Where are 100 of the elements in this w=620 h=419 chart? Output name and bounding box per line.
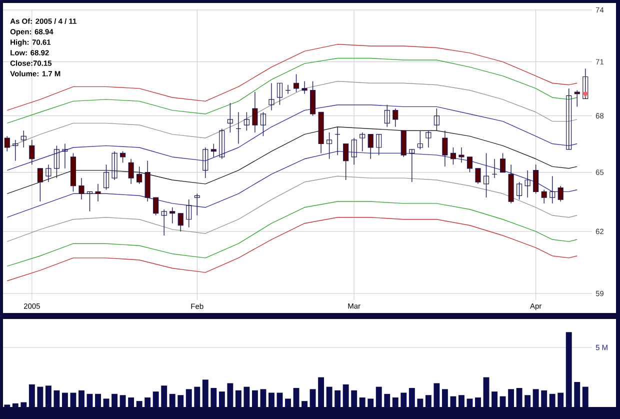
bar: [434, 383, 440, 407]
candlestick: [466, 156, 473, 173]
candlestick: [103, 164, 110, 190]
bar: [178, 395, 184, 407]
bar: [384, 394, 390, 407]
bar: [235, 390, 242, 407]
candlestick: [219, 128, 225, 160]
candlestick: [326, 132, 332, 160]
candlestick: [210, 143, 216, 158]
bar: [318, 377, 324, 407]
candlestick: [458, 147, 464, 164]
candlestick: [268, 82, 274, 111]
bar: [186, 389, 192, 407]
bar: [582, 386, 588, 407]
candlestick: [566, 88, 572, 150]
candlestick: [128, 158, 134, 184]
bar: [475, 397, 481, 407]
candlestick: [558, 186, 564, 202]
bar: [302, 401, 308, 407]
bar: [54, 390, 60, 407]
bar: [574, 382, 580, 407]
candlestick: [86, 191, 93, 212]
bar: [285, 398, 291, 407]
bar: [218, 392, 225, 407]
bar: [425, 395, 432, 407]
line-series: [6, 58, 578, 124]
candlestick: [285, 84, 291, 94]
bar: [62, 392, 68, 407]
bar: [566, 332, 572, 407]
bar: [310, 389, 316, 407]
candlestick: [4, 136, 10, 152]
line-series: [6, 126, 578, 194]
bar: [112, 394, 118, 407]
candlestick: [12, 140, 18, 162]
bar: [368, 398, 374, 407]
bar: [508, 389, 514, 407]
bar: [359, 397, 366, 407]
candlestick: [368, 134, 374, 160]
candlestick: [153, 197, 159, 216]
bar: [532, 389, 539, 407]
bar: [45, 386, 52, 407]
bar: [37, 386, 44, 407]
bar: [293, 388, 300, 407]
bar: [144, 397, 151, 407]
candlestick: [426, 130, 432, 148]
line-series: [6, 201, 578, 267]
candlestick: [20, 130, 26, 148]
candlestick: [376, 134, 382, 156]
line-series: [6, 217, 578, 282]
candlestick: [483, 152, 490, 198]
candlestick: [343, 143, 349, 180]
candlestick: [384, 104, 390, 128]
candlestick: [360, 132, 366, 152]
candlestick: [409, 149, 415, 182]
candlestick: [276, 82, 283, 106]
bar: [210, 388, 217, 407]
bar: [558, 392, 564, 407]
candlestick: [78, 178, 84, 200]
bar: [376, 386, 382, 407]
candlestick: [302, 80, 308, 94]
bar: [194, 386, 200, 407]
candlestick: [136, 166, 142, 184]
bar: [169, 394, 176, 407]
bar: [351, 390, 358, 407]
bar: [260, 389, 266, 407]
candlestick: [236, 112, 242, 144]
bar: [342, 384, 349, 407]
candlestick: [524, 170, 530, 198]
candlestick: [161, 209, 167, 236]
bar: [252, 390, 258, 407]
candlestick: [450, 147, 456, 165]
bar: [86, 394, 93, 407]
candlestick: [442, 130, 448, 167]
bar: [268, 392, 274, 407]
candlestick: [434, 108, 440, 131]
bar: [392, 397, 398, 407]
bar: [128, 397, 134, 407]
bar: [227, 383, 234, 407]
candlestick: [95, 184, 101, 202]
bar: [549, 394, 556, 407]
candlestick: [417, 130, 423, 150]
bar: [276, 392, 283, 407]
candlestick: [392, 108, 398, 128]
bar: [20, 402, 27, 407]
bar: [541, 390, 548, 407]
candlestick: [582, 68, 588, 100]
candlestick: [252, 92, 258, 133]
candlestick: [260, 112, 266, 137]
line-series: [6, 150, 578, 218]
bar: [442, 389, 448, 407]
candlestick: [334, 126, 340, 156]
bar: [466, 398, 473, 407]
bar: [103, 398, 110, 407]
candlestick: [574, 90, 580, 108]
candlestick: [112, 150, 118, 180]
candlestick: [62, 143, 68, 169]
candlestick: [46, 164, 52, 182]
candlestick: [186, 199, 192, 228]
bar: [152, 392, 159, 407]
bar: [28, 384, 35, 407]
